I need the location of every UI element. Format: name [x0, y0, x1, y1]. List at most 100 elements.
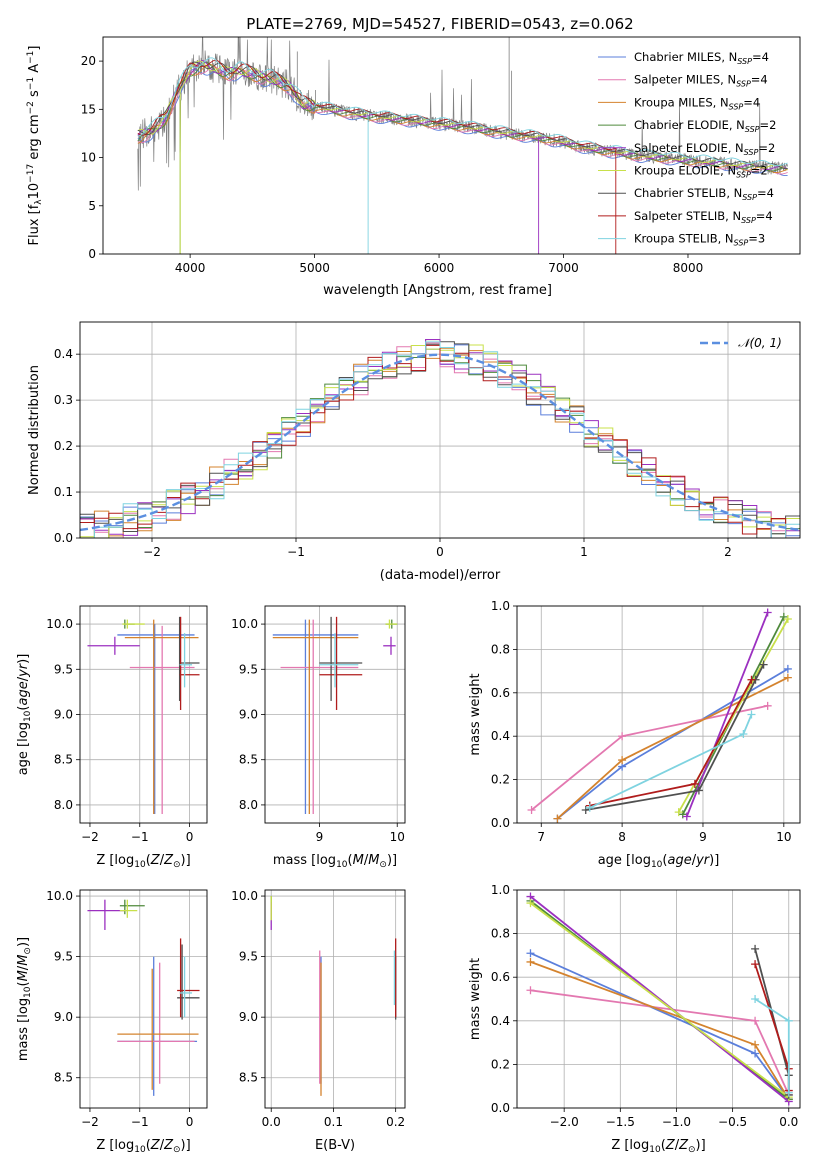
y-tick-label: 10.0: [231, 617, 258, 631]
errorbar-point: [117, 962, 195, 1084]
x-tick-label: 10: [776, 830, 791, 844]
plus-marker: [759, 660, 768, 669]
errorbar-point: [129, 625, 195, 814]
plot-area: [527, 608, 792, 823]
y-tick-label: 20: [81, 54, 96, 68]
y-tick-label: 0.6: [491, 970, 510, 984]
legend-entry: Chabrier MILES, NSSP=4: [634, 50, 769, 66]
x-tick-label: −2: [143, 545, 161, 559]
x-tick-label: −2: [81, 1115, 99, 1129]
y-tick-label: 0.3: [54, 393, 73, 407]
spectrum-chart: 4000 5000 6000 7000 8000 0 5 10 15 20 Chabrier MIL…: [26, 36, 801, 298]
residual-histogram: [80, 344, 800, 538]
plot-area: [87, 899, 200, 1096]
x-tick-label: 7000: [548, 261, 579, 275]
residuals-chart: −2 −1 0 1 2 0.0 0.1 0.2 0.3 0.4 𝒩(0, 1) (data-model…: [27, 321, 801, 583]
axes-frame: [264, 889, 406, 1109]
x-tick-label: −2: [81, 830, 99, 844]
plus-marker: [618, 732, 627, 741]
errorbar-point: [383, 636, 396, 655]
errorbar-point: [179, 633, 193, 688]
y-tick-label: 0.4: [54, 347, 73, 361]
x-tick-label: −1.0: [662, 1115, 691, 1129]
x-tick-label: 4000: [175, 261, 206, 275]
plus-marker: [751, 944, 760, 953]
mass_vs_Z-chart: −2 −1 0 8.5 9.0 9.5 10.0 Z [log10(Z/Z⊙)] mass [l…: [16, 889, 208, 1155]
plus-marker: [751, 960, 760, 969]
x-tick-label: −1: [131, 1115, 149, 1129]
mass-weight-line: [531, 704, 768, 811]
plus-marker: [694, 786, 703, 795]
plus-marker: [618, 756, 627, 765]
errorbar-point: [319, 616, 363, 701]
plus-marker: [751, 995, 760, 1003]
errorbar-point: [272, 619, 359, 814]
plot-area: [526, 892, 793, 1106]
x-tick-label: −1.5: [606, 1115, 635, 1129]
x-tick-label: 1: [580, 545, 588, 559]
legend-entry: Kroupa STELIB, NSSP=3: [634, 232, 765, 248]
age_vs_Z-chart: −2 −1 0 8.0 8.5 9.0 9.5 10.0 Z [log10(Z/Z⊙)] age …: [16, 605, 208, 870]
errorbar-point: [119, 899, 145, 915]
plus-marker: [678, 810, 687, 819]
x-tick-label: 5000: [299, 261, 330, 275]
errorbar-point: [178, 616, 200, 701]
plus-marker: [784, 1088, 793, 1097]
y-tick-label: 9.5: [54, 662, 73, 676]
plus-marker: [751, 1049, 760, 1058]
errorbar-point: [179, 956, 193, 1018]
x-axis-label: Z [log10(Z/Z⊙)]: [96, 1138, 190, 1155]
y-tick-label: 1.0: [491, 599, 510, 613]
axes-frame: [79, 605, 208, 824]
errorbar-point: [272, 619, 359, 814]
legend-entry: Salpeter MILES, NSSP=4: [634, 73, 768, 89]
y-axis-label: Flux [fλ10−17 erg cm−2 s−1 A−1]: [26, 46, 44, 246]
plus-marker: [747, 675, 756, 684]
plot-area: [87, 616, 200, 814]
plus-marker: [527, 805, 536, 814]
y-tick-label: 0.0: [491, 1101, 510, 1115]
x-tick-label: 7: [537, 830, 545, 844]
mass_vs_EBV-chart: 0.0 0.1 0.2 8.5 9.0 9.5 10.0 E(B-V): [231, 889, 406, 1153]
plot-area: [80, 339, 800, 538]
y-tick-label: 0.2: [491, 773, 510, 787]
errorbar-point: [119, 899, 138, 918]
x-tick-label: −0.5: [718, 1115, 747, 1129]
x-tick-label: 2: [724, 545, 732, 559]
x-axis-label: mass [log10(M/M⊙)]: [273, 853, 397, 870]
plus-marker: [783, 673, 792, 682]
plus-marker: [751, 1040, 760, 1049]
y-tick-label: 8.5: [239, 753, 258, 767]
x-axis-label: wavelength [Angstrom, rest frame]: [323, 283, 552, 298]
y-tick-label: 15: [81, 102, 96, 116]
plus-marker: [526, 957, 535, 966]
plus-marker: [526, 949, 535, 958]
y-tick-label: 9.0: [239, 1010, 258, 1024]
x-axis-label: age [log10(age/yr)]: [598, 853, 720, 870]
legend-entry: Salpeter STELIB, NSSP=4: [634, 209, 773, 225]
x-tick-label: 0.1: [324, 1115, 343, 1129]
x-tick-label: 0: [186, 1115, 194, 1129]
y-tick-label: 9.5: [239, 950, 258, 964]
y-tick-label: 9.0: [54, 1010, 73, 1024]
figure-title: PLATE=2769, MJD=54527, FIBERID=0543, z=0…: [246, 15, 633, 33]
mass-weight-line: [530, 952, 790, 1100]
errorbar-point: [177, 938, 200, 1018]
plus-marker: [581, 805, 590, 814]
age_vs_mass-chart: 9 10 8.0 8.5 9.0 9.5 10.0 mass [log10(M/M⊙)]: [231, 605, 406, 870]
y-axis-label: Normed distribution: [27, 365, 42, 495]
y-tick-label: 0.1: [54, 485, 73, 499]
mass-weight-line: [556, 676, 789, 820]
legend-entry: 𝒩(0, 1): [738, 336, 782, 350]
mass-weight-line: [585, 664, 765, 811]
axes-frame: [102, 36, 801, 255]
y-axis-label: mass [log10(M/M⊙)]: [16, 937, 33, 1061]
errorbar-point: [319, 633, 359, 688]
y-tick-label: 8.0: [54, 798, 73, 812]
plus-marker: [682, 812, 691, 821]
spectrum-model-line: [137, 59, 617, 254]
plus-marker: [690, 779, 699, 788]
legend-entry: Chabrier ELODIE, NSSP=2: [634, 118, 776, 134]
legend-entry: Chabrier STELIB, NSSP=4: [634, 186, 774, 202]
